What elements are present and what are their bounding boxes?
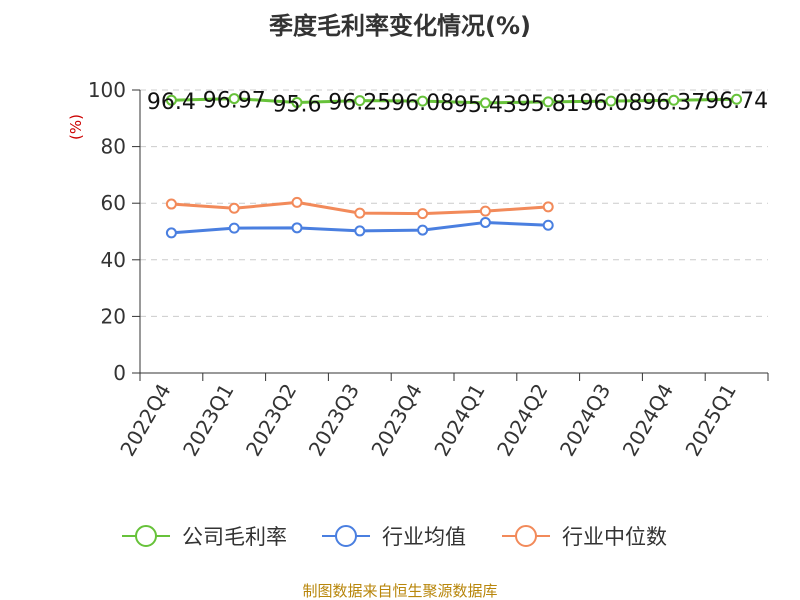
data-point <box>417 95 429 107</box>
data-point <box>228 93 240 105</box>
x-tick-label: 2025Q1 <box>680 380 740 461</box>
legend-marker <box>515 525 537 547</box>
data-label: 95.43 <box>454 93 517 118</box>
data-point <box>228 202 240 214</box>
data-point <box>228 222 240 234</box>
legend-marker <box>335 525 357 547</box>
x-tick-label: 2023Q3 <box>304 380 364 461</box>
data-label: 96.25 <box>328 91 391 116</box>
series-layer <box>165 93 743 239</box>
source-note: 制图数据来自恒生聚源数据库 <box>302 582 497 600</box>
axis-layer: 0 20 40 60 80 100 2022Q4 2023Q1 2023Q2 2023Q3 2023… <box>88 78 769 461</box>
data-point <box>479 97 491 109</box>
legend-item: 公司毛利率 <box>122 525 287 549</box>
data-label-layer: 96.4 96.97 95.6 96.25 96.08 95.43 95.81 96.08 96… <box>147 89 768 118</box>
data-point <box>354 225 366 237</box>
data-point <box>479 205 491 217</box>
data-point <box>354 207 366 219</box>
data-point <box>165 198 177 210</box>
x-tick-label: 2024Q1 <box>429 380 489 461</box>
data-label: 95.6 <box>273 92 322 117</box>
y-tick-label: 20 <box>101 304 126 328</box>
data-point <box>354 95 366 107</box>
chart-title: 季度毛利率变化情况(%) <box>269 12 531 40</box>
data-point <box>165 94 177 106</box>
data-point <box>542 96 554 108</box>
y-tick-label: 80 <box>101 135 126 159</box>
data-point <box>291 222 303 234</box>
data-label: 96.37 <box>642 90 705 115</box>
data-point <box>291 96 303 108</box>
data-label: 96.4 <box>147 90 196 115</box>
data-point <box>668 94 680 106</box>
y-axis-unit: (%) <box>67 114 85 140</box>
data-point <box>165 227 177 239</box>
data-point <box>417 208 429 220</box>
data-point <box>731 93 743 105</box>
legend-marker <box>135 525 157 547</box>
data-label: 96.08 <box>580 91 643 116</box>
x-tick-label: 2022Q4 <box>115 380 175 461</box>
data-point <box>479 216 491 228</box>
data-label: 96.08 <box>391 91 454 116</box>
legend-label: 行业均值 <box>382 525 466 549</box>
data-label: 95.81 <box>517 92 580 117</box>
data-point <box>542 201 554 213</box>
y-tick-label: 40 <box>101 248 126 272</box>
data-point <box>417 224 429 236</box>
legend: 公司毛利率 行业均值 行业中位数 <box>122 525 667 549</box>
legend-label: 行业中位数 <box>562 525 667 549</box>
y-tick-label: 60 <box>101 191 126 215</box>
x-tick-label: 2023Q2 <box>241 380 301 461</box>
data-label: 96.97 <box>203 89 266 114</box>
data-point <box>542 219 554 231</box>
x-tick-label: 2024Q3 <box>555 380 615 461</box>
legend-item: 行业中位数 <box>502 525 667 549</box>
legend-label: 公司毛利率 <box>182 525 287 549</box>
x-tick-label: 2023Q4 <box>366 380 426 461</box>
y-tick-label: 100 <box>88 78 126 102</box>
x-tick-label: 2023Q1 <box>178 380 238 461</box>
data-label: 96.74 <box>705 89 768 114</box>
x-tick-label: 2024Q4 <box>618 380 678 461</box>
data-point <box>291 196 303 208</box>
legend-item: 行业均值 <box>322 525 466 549</box>
data-point <box>605 95 617 107</box>
x-tick-label: 2024Q2 <box>492 380 552 461</box>
grid-layer <box>140 89 768 317</box>
y-tick-label: 0 <box>113 361 126 385</box>
series-line-0 <box>171 97 737 105</box>
